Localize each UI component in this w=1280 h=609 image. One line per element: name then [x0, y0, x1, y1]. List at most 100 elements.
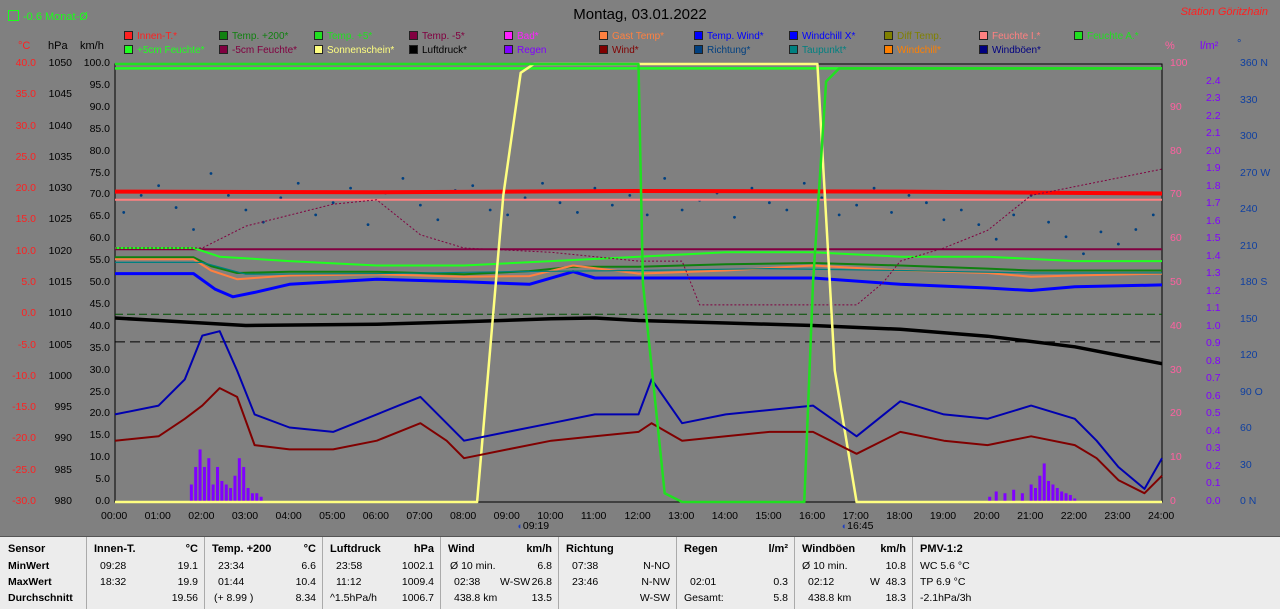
rain-bar: [1020, 493, 1024, 502]
direction-point: [872, 186, 876, 190]
legend-item[interactable]: Innen-T.*: [124, 31, 177, 43]
stats-temp200: Temp. +200 °C 23:34 6.6 01:44 10.4 (+ 8.…: [204, 537, 323, 609]
legend-swatch: [884, 45, 893, 54]
time-tick-label: 12:00: [624, 510, 651, 522]
stats-luftdruck-min-time: 23:58: [336, 560, 363, 572]
stats-windboeen-max-dir: W: [870, 576, 880, 588]
legend-swatch: [789, 31, 798, 40]
stats-regen-avg: 5.8: [773, 592, 788, 604]
legend-item[interactable]: Temp. +200*: [219, 31, 288, 43]
temp-tick-label: 20.0: [15, 182, 36, 195]
rain-bar: [1068, 494, 1072, 502]
direction-point: [296, 181, 300, 185]
legend-item[interactable]: Windchill X*: [789, 31, 855, 43]
rain-tick-label: 1.5: [1206, 232, 1221, 245]
legend-item[interactable]: Gast Temp*: [599, 31, 664, 43]
stats-innen-unit: °C: [185, 543, 198, 555]
legend-label: Windböen*: [992, 45, 1041, 56]
direction-tick-label: 150: [1240, 312, 1258, 325]
unit-kmh: km/h: [80, 40, 104, 52]
temp-tick-label: -25.0: [12, 463, 36, 476]
sun-icon: ◐: [517, 521, 523, 531]
stats-regen-unit: l/m²: [768, 543, 788, 555]
legend-label: Sonnenschein*: [327, 45, 395, 56]
legend-label: Feuchte I.*: [992, 31, 1041, 42]
stats-richtung: Richtung 07:38 N-NO 23:46 N-NW W-SW: [558, 537, 677, 609]
series-line: [114, 330, 1163, 490]
wind-tick-label: 70.0: [89, 188, 110, 201]
legend-item[interactable]: Feuchte A.*: [1074, 31, 1139, 43]
stats-pmv-line2: TP 6.9 °C: [920, 576, 966, 588]
legend-swatch: [124, 31, 133, 40]
direction-tick-label: 240: [1240, 203, 1258, 215]
rain-tick-label: 1.8: [1206, 179, 1221, 192]
stats-richtung-title: Richtung: [566, 543, 614, 555]
legend-item[interactable]: Wind*: [599, 45, 639, 57]
legend-item[interactable]: Sonnenschein*: [314, 45, 394, 57]
stats-innen-min: 19.1: [177, 560, 198, 572]
weather-chart: [114, 62, 1163, 504]
legend-item[interactable]: Windböen*: [979, 45, 1041, 57]
legend-item[interactable]: Temp. Wind*: [694, 31, 764, 43]
legend-item[interactable]: Regen: [504, 45, 546, 57]
rain-tick-label: 0.5: [1206, 407, 1221, 420]
direction-point: [366, 223, 370, 227]
stats-wind-max-dir: W-SW: [500, 576, 531, 588]
direction-point: [139, 194, 143, 197]
stats-temp200-max-time: 01:44: [218, 576, 245, 588]
legend-label: Windchill*: [897, 45, 941, 56]
direction-point: [680, 208, 684, 212]
legend-swatch: [979, 31, 988, 40]
direction-point: [645, 213, 649, 217]
time-tick-label: 23:00: [1104, 510, 1131, 522]
stats-wind-unit: km/h: [526, 543, 552, 555]
stats-wind: Wind km/h Ø 10 min. 6.8 02:38 W-SW 26.8 …: [440, 537, 559, 609]
sun-event-marker: ◐16:45: [842, 520, 874, 532]
legend-item[interactable]: -5cm Feuchte*: [219, 45, 297, 57]
humidity-tick-label: 70: [1170, 188, 1182, 201]
legend-item[interactable]: Feuchte I.*: [979, 31, 1040, 43]
direction-point: [890, 211, 893, 214]
legend-item[interactable]: +5cm Feuchte*: [124, 45, 205, 57]
legend-item[interactable]: Luftdruck*: [409, 45, 467, 57]
legend-item[interactable]: Temp. +5*: [314, 31, 372, 43]
legend-label: Temp. +200*: [232, 31, 289, 42]
pressure-tick-label: 1035: [48, 150, 72, 163]
pressure-tick-label: 1040: [48, 119, 72, 132]
pressure-tick-label: 1030: [48, 182, 72, 195]
rain-bar: [1073, 498, 1077, 502]
sun-icon: ◐: [841, 521, 848, 531]
legend-item[interactable]: Temp. -5*: [409, 31, 465, 43]
direction-point: [820, 196, 824, 200]
stats-luftdruck-unit: hPa: [413, 543, 434, 555]
stats-temp200-min-time: 23:34: [218, 560, 245, 572]
series-line: [115, 168, 1163, 306]
legend-swatch: [504, 45, 513, 54]
direction-point: [628, 194, 632, 197]
direction-point: [174, 206, 178, 209]
legend-label: +5cm Feuchte*: [137, 45, 205, 56]
stats-wind-max: 26.8: [531, 576, 552, 588]
checkbox-icon[interactable]: [8, 10, 19, 21]
direction-point: [576, 211, 579, 214]
stats-regen-title: Regen: [684, 543, 718, 555]
stats-wind-avg-note: 438.8 km: [454, 592, 498, 604]
pressure-tick-label: 990: [54, 432, 72, 445]
legend-item[interactable]: Diff Temp.: [884, 31, 942, 43]
rain-tick-label: 0.0: [1206, 495, 1221, 507]
legend-swatch: [884, 31, 893, 40]
wind-tick-label: 90.0: [89, 100, 110, 113]
temp-tick-label: -10.0: [12, 369, 36, 382]
monthly-average-label: -0.6 Monat-Ø: [23, 11, 88, 23]
rain-tick-label: 1.3: [1206, 267, 1221, 280]
pressure-tick-label: 1045: [48, 88, 72, 101]
legend-item[interactable]: Bad*: [504, 31, 539, 43]
legend-item[interactable]: Richtung*: [694, 45, 750, 57]
legend-item[interactable]: Taupunkt*: [789, 45, 846, 57]
stats-richtung-min: N-NO: [643, 560, 670, 572]
legend-item[interactable]: Windchill*: [884, 45, 941, 57]
legend-swatch: [789, 45, 798, 54]
time-tick-label: 10:00: [537, 510, 564, 522]
stats-label-min: MinWert: [8, 560, 50, 572]
direction-point: [488, 208, 492, 212]
